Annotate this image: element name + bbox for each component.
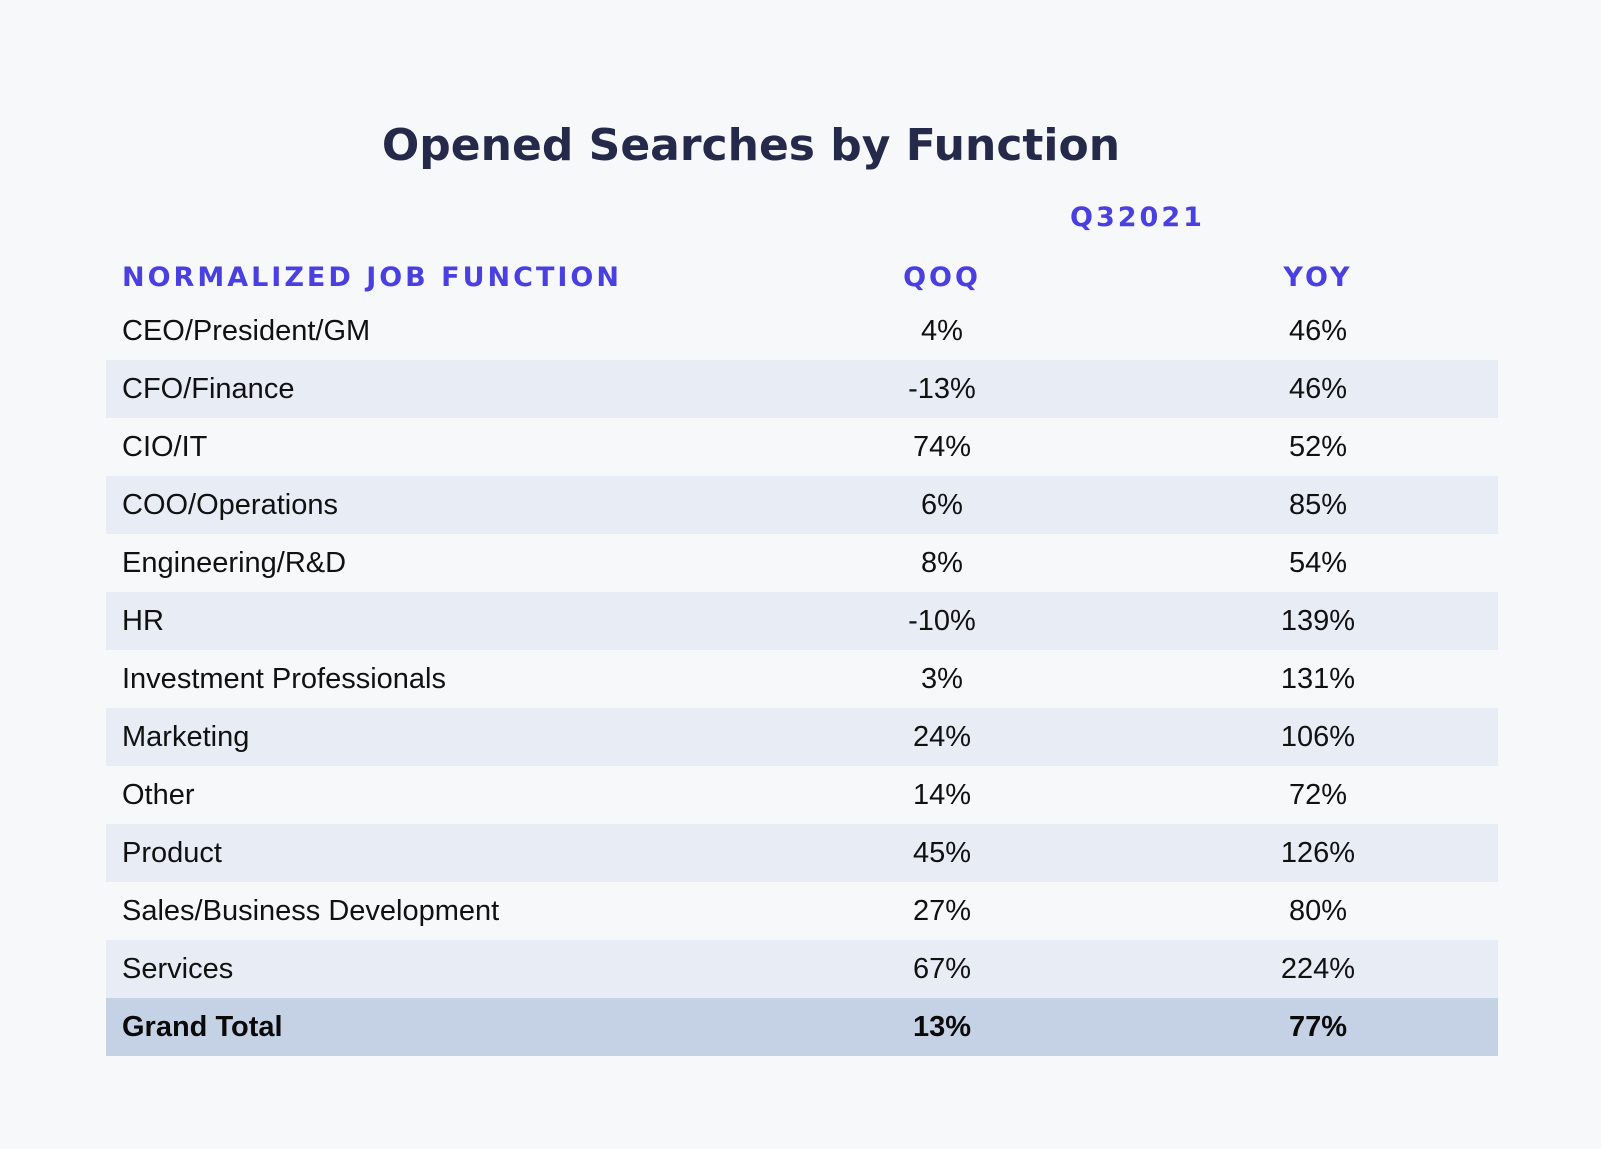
- table-row: Marketing 24% 106%: [106, 708, 1498, 766]
- function-cell: Investment Professionals: [122, 662, 446, 695]
- yoy-cell: 72%: [1288, 778, 1348, 811]
- column-header-function: NORMALIZED JOB FUNCTION: [122, 261, 622, 293]
- table-row: HR -10% 139%: [106, 592, 1498, 650]
- table-row: Other 14% 72%: [106, 766, 1498, 824]
- yoy-cell: 46%: [1288, 314, 1348, 347]
- grand-total-qoq: 13%: [912, 1010, 972, 1043]
- table-row: CFO/Finance -13% 46%: [106, 360, 1498, 418]
- chart-title: Opened Searches by Function: [381, 120, 1121, 171]
- qoq-cell: 45%: [912, 836, 972, 869]
- yoy-cell: 126%: [1280, 836, 1356, 869]
- table-row: COO/Operations 6% 85%: [106, 476, 1498, 534]
- table-row: CIO/IT 74% 52%: [106, 418, 1498, 476]
- yoy-cell: 52%: [1288, 430, 1348, 463]
- function-cell: CIO/IT: [122, 430, 208, 463]
- function-cell: CEO/President/GM: [122, 314, 371, 347]
- qoq-cell: 8%: [921, 546, 963, 579]
- table-row: Services 67% 224%: [106, 940, 1498, 998]
- column-header-yoy: YOY: [1283, 261, 1353, 293]
- table-row: Engineering/R&D 8% 54%: [106, 534, 1498, 592]
- qoq-cell: 24%: [912, 720, 972, 753]
- table-body: CEO/President/GM 4% 46% CFO/Finance -13% 46% C…: [106, 302, 1498, 998]
- yoy-cell: 106%: [1280, 720, 1356, 753]
- table-header-row: NORMALIZED JOB FUNCTION QOQ YOY: [106, 252, 1498, 302]
- function-cell: Product: [122, 836, 222, 869]
- table-row: Sales/Business Development 27% 80%: [106, 882, 1498, 940]
- function-cell: Services: [122, 952, 234, 985]
- yoy-cell: 224%: [1280, 952, 1356, 985]
- yoy-cell: 131%: [1280, 662, 1356, 695]
- function-cell: Other: [122, 778, 195, 811]
- qoq-cell: 14%: [912, 778, 972, 811]
- qoq-cell: 67%: [912, 952, 972, 985]
- table-row: Product 45% 126%: [106, 824, 1498, 882]
- function-cell: CFO/Finance: [122, 372, 295, 405]
- yoy-cell: 46%: [1288, 372, 1348, 405]
- yoy-cell: 54%: [1288, 546, 1348, 579]
- table-row: CEO/President/GM 4% 46%: [106, 302, 1498, 360]
- qoq-cell: 6%: [921, 488, 963, 521]
- qoq-cell: 27%: [912, 894, 972, 927]
- table-row: Investment Professionals 3% 131%: [106, 650, 1498, 708]
- data-table: NORMALIZED JOB FUNCTION QOQ YOY CEO/Pres…: [106, 252, 1498, 1056]
- grand-total-row: Grand Total 13% 77%: [106, 998, 1498, 1056]
- grand-total-yoy: 77%: [1288, 1010, 1348, 1043]
- qoq-cell: -13%: [908, 372, 976, 405]
- qoq-cell: -10%: [908, 604, 976, 637]
- function-cell: COO/Operations: [122, 488, 338, 521]
- function-cell: Engineering/R&D: [122, 546, 347, 579]
- qoq-cell: 74%: [912, 430, 972, 463]
- function-cell: Marketing: [122, 720, 250, 753]
- qoq-cell: 3%: [921, 662, 963, 695]
- yoy-cell: 80%: [1288, 894, 1348, 927]
- period-label: Q32021: [1070, 202, 1205, 233]
- function-cell: Sales/Business Development: [122, 894, 500, 927]
- qoq-cell: 4%: [921, 314, 963, 347]
- grand-total-label: Grand Total: [122, 1010, 283, 1043]
- column-header-qoq: QOQ: [903, 261, 981, 293]
- yoy-cell: 139%: [1280, 604, 1356, 637]
- yoy-cell: 85%: [1288, 488, 1348, 521]
- function-cell: HR: [122, 604, 164, 637]
